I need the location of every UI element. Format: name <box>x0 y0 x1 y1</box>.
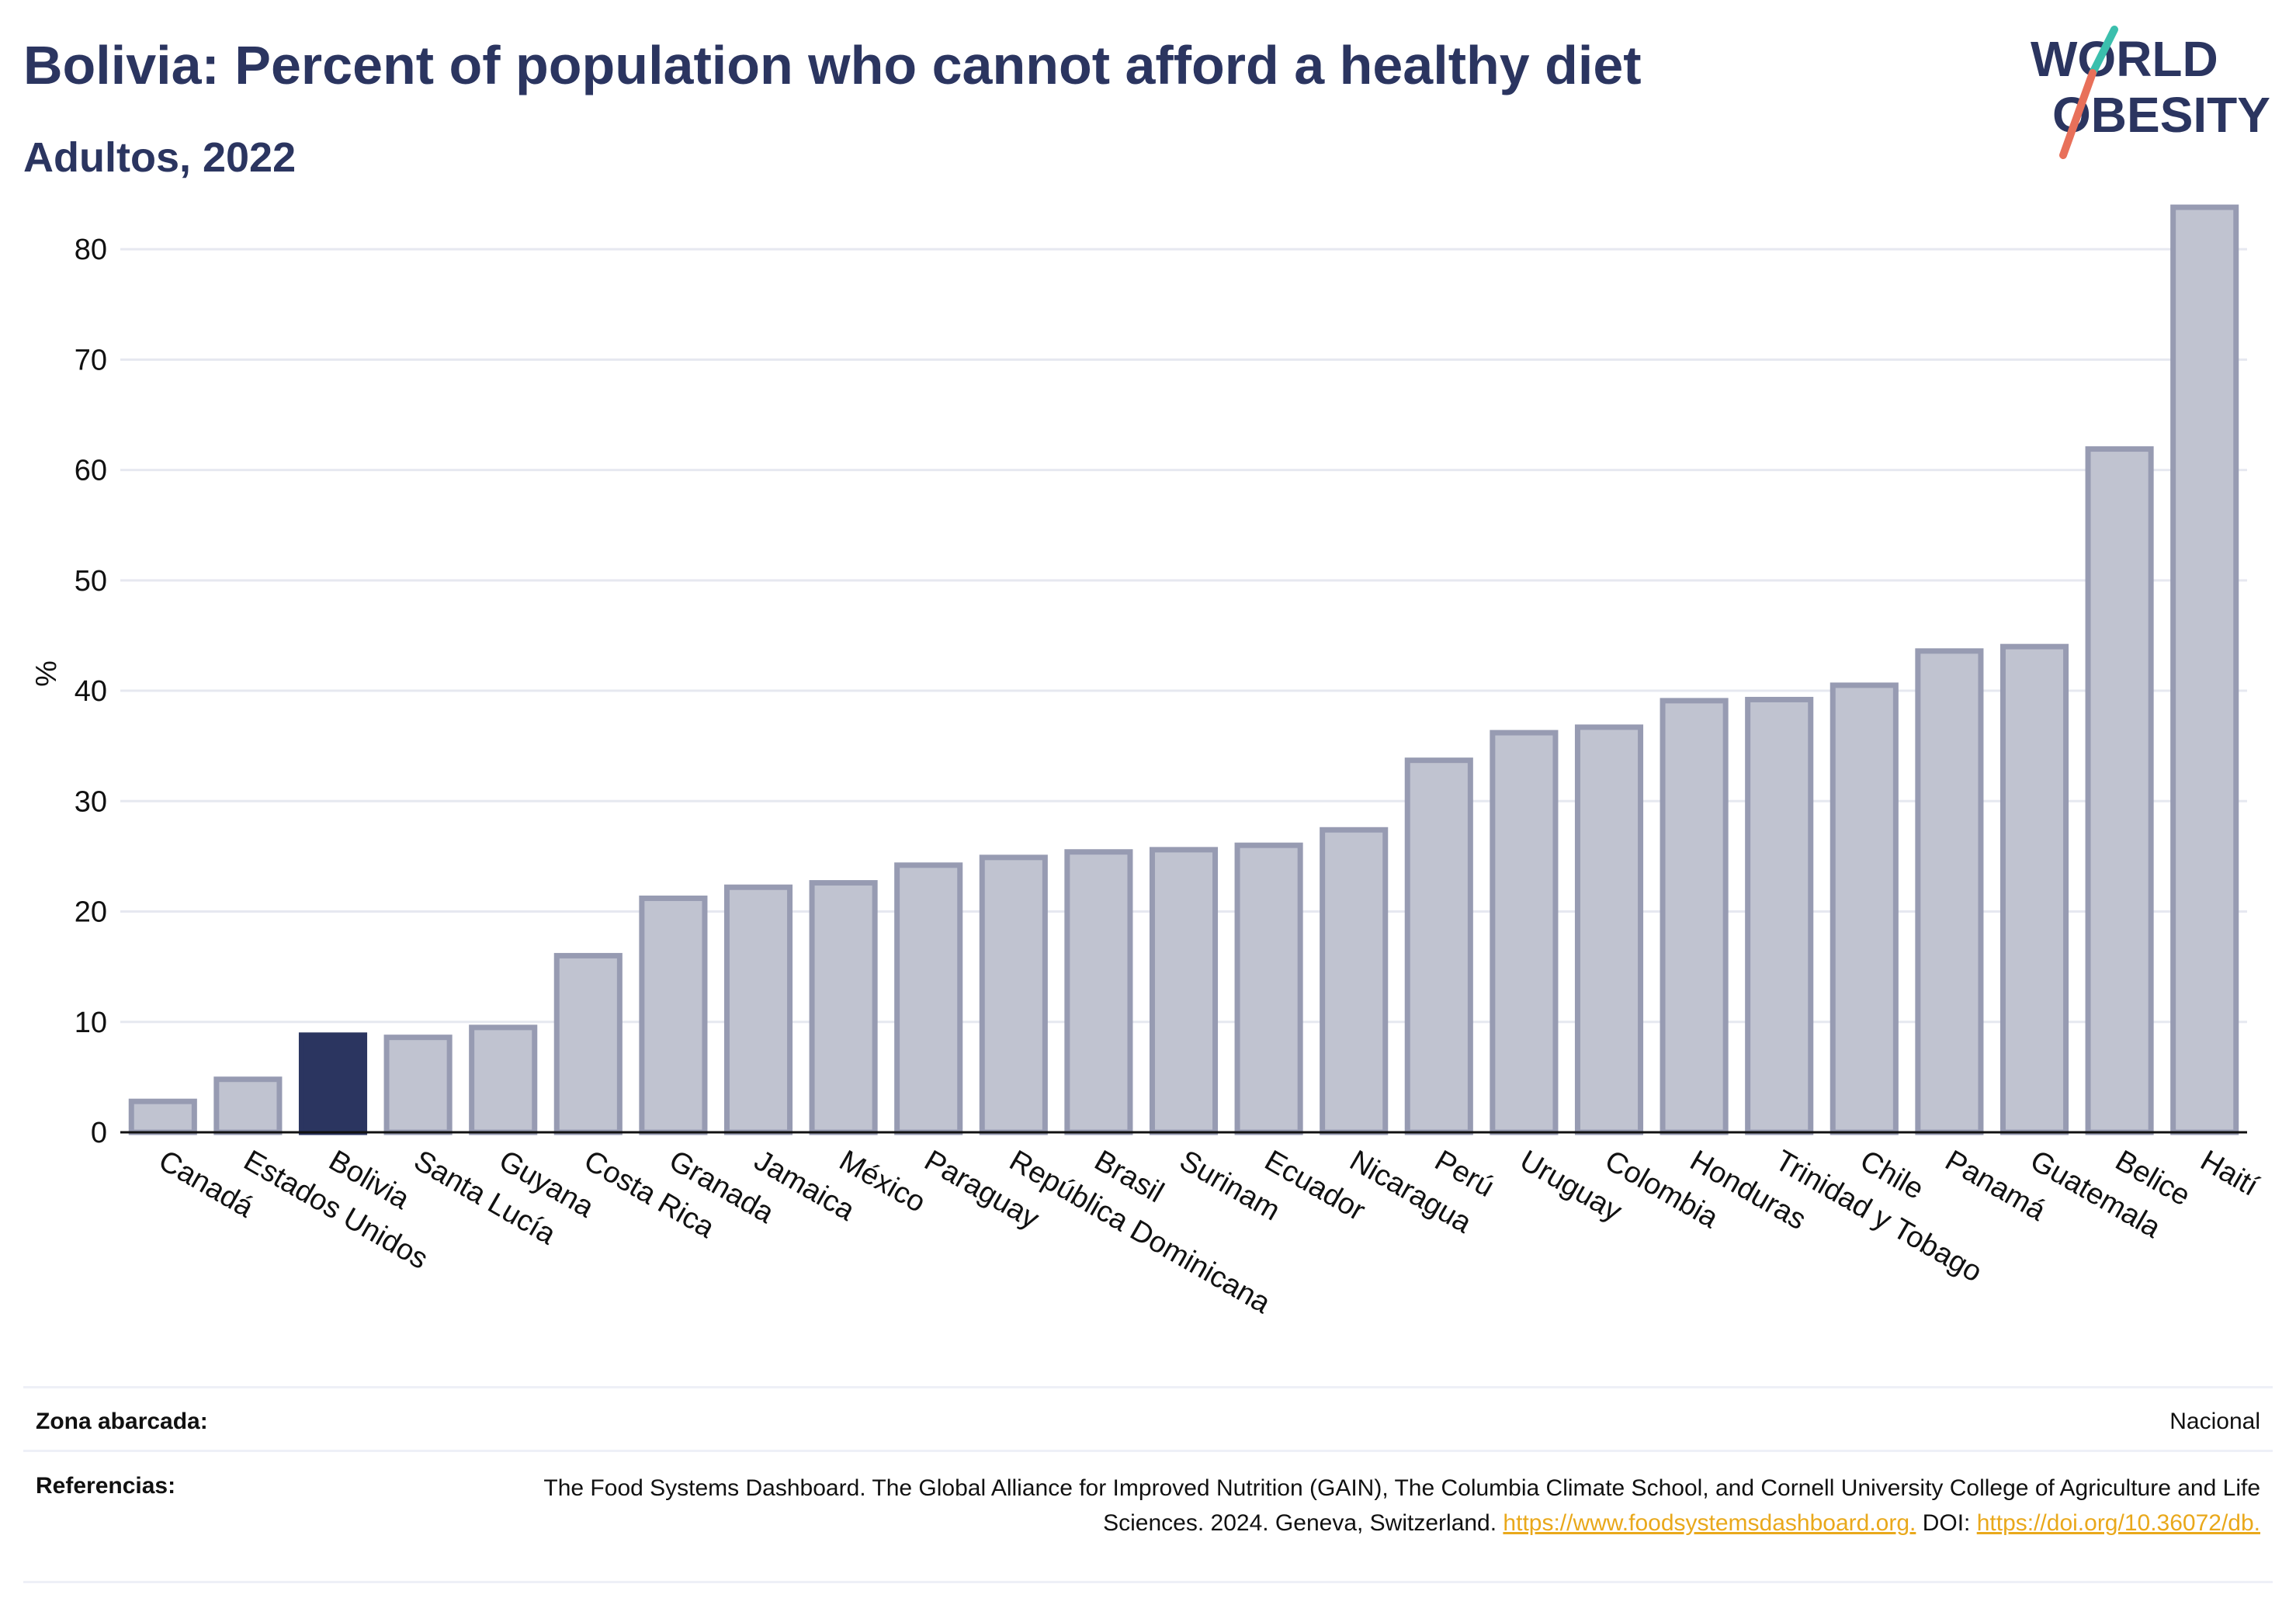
logo-word-world: WORLD <box>2031 31 2218 87</box>
bar-surinam <box>1149 847 1219 1135</box>
bar-chile <box>1830 682 1899 1135</box>
world-obesity-logo: WORLD OBESITY <box>2031 26 2270 159</box>
bar-méxico <box>809 880 878 1135</box>
references-text: The Food Systems Dashboard. The Global A… <box>475 1471 2260 1541</box>
logo-word-obesity: OBESITY <box>2052 87 2270 143</box>
bar-trinidad-y-tobago <box>1745 696 1814 1135</box>
y-tick-label: 20 <box>75 896 107 929</box>
doi-label: DOI: <box>1922 1510 1971 1536</box>
bar-brasil <box>1064 849 1133 1135</box>
x-tick-label: Canadá <box>153 1144 259 1224</box>
x-tick-label: Haití <box>2195 1144 2264 1203</box>
chart-subtitle: Adultos, 2022 <box>23 134 297 181</box>
bar-guyana <box>469 1024 538 1135</box>
chart-title: Bolivia: Percent of population who canno… <box>23 35 1642 95</box>
bar-estados-unidos <box>213 1076 283 1135</box>
zone-label: Zona abarcada: <box>36 1409 208 1434</box>
bar-santa-lucía <box>383 1035 453 1135</box>
bar-canadá <box>128 1098 197 1135</box>
bar-jamaica <box>723 884 793 1135</box>
foodsystems-link[interactable]: https://www.foodsystemsdashboard.org. <box>1503 1510 1916 1536</box>
footer-divider-top <box>23 1386 2273 1388</box>
y-axis-ticks: 0 10 20 30 40 50 60 70 80 <box>75 234 107 1149</box>
y-tick-label: 0 <box>91 1117 107 1149</box>
bar-colombia <box>1574 724 1644 1135</box>
y-axis-label: % <box>30 660 63 687</box>
doi-link[interactable]: https://doi.org/10.36072/db. <box>1976 1510 2260 1536</box>
y-tick-label: 50 <box>75 565 107 598</box>
bar-perú <box>1404 757 1473 1135</box>
y-tick-label: 40 <box>75 675 107 708</box>
bar-nicaragua <box>1320 827 1389 1135</box>
references-label: Referencias: <box>36 1473 176 1499</box>
logo-slash-coral <box>2059 69 2097 159</box>
bar-belice <box>2085 446 2154 1135</box>
bar-uruguay <box>1490 730 1559 1135</box>
bar-guatemala <box>1999 643 2069 1135</box>
references-body: The Food Systems Dashboard. The Global A… <box>543 1475 2260 1536</box>
footer-divider-middle <box>23 1450 2273 1452</box>
footer-divider-bottom <box>23 1581 2273 1583</box>
bar-haití <box>2170 204 2239 1135</box>
y-tick-label: 80 <box>75 234 107 266</box>
bars <box>120 204 2247 1135</box>
logo-slash-teal <box>2089 26 2118 77</box>
bar-honduras <box>1660 698 1729 1135</box>
bar-paraguay <box>894 862 963 1135</box>
bar-república-dominicana <box>979 854 1048 1135</box>
bar-granada <box>639 895 708 1135</box>
y-tick-label: 10 <box>75 1007 107 1039</box>
y-tick-label: 70 <box>75 344 107 376</box>
bar-costa-rica <box>553 952 623 1135</box>
bar-ecuador <box>1234 842 1303 1135</box>
y-tick-label: 30 <box>75 785 107 818</box>
bar-bolivia <box>298 1032 368 1135</box>
y-tick-label: 60 <box>75 455 107 487</box>
bar-panamá <box>1915 648 1984 1135</box>
zone-value: Nacional <box>2169 1409 2260 1434</box>
